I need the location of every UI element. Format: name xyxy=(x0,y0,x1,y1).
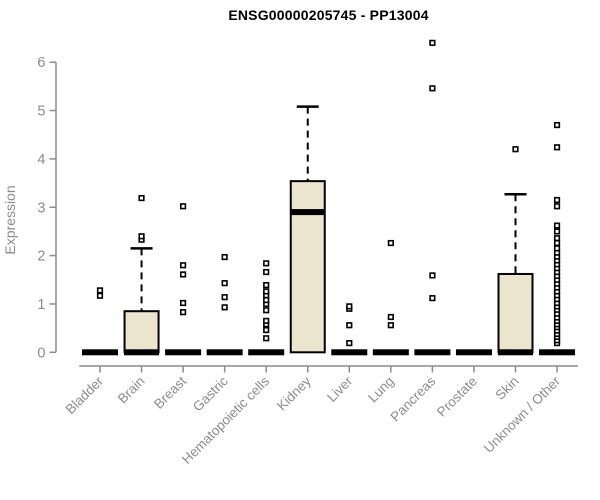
outlier-point-hematopoietic-cells xyxy=(263,307,270,314)
x-tick-label-lung: Lung xyxy=(365,374,397,406)
outlier-point-unknown-other xyxy=(553,245,561,252)
outlier-point-breast xyxy=(180,299,187,307)
outlier-point-breast xyxy=(180,203,187,210)
y-tick-label: 1 xyxy=(37,297,45,313)
outlier-point-pancreas xyxy=(429,272,436,279)
outlier-point-gastric xyxy=(221,294,228,301)
outlier-point-pancreas xyxy=(429,85,436,92)
median-line-pancreas xyxy=(414,349,451,356)
box-brain xyxy=(123,310,160,354)
outlier-point-unknown-other xyxy=(553,144,561,151)
box-skin xyxy=(497,272,534,354)
outlier-point-breast xyxy=(180,262,187,269)
y-tick-label: 2 xyxy=(37,249,45,265)
x-tick-label-skin: Skin xyxy=(492,374,521,403)
outlier-point-breast xyxy=(180,309,187,316)
outlier-point-hematopoietic-cells xyxy=(263,281,270,289)
outlier-point-pancreas xyxy=(429,295,436,302)
outlier-point-unknown-other xyxy=(553,235,561,242)
outlier-point-skin xyxy=(512,146,519,153)
median-line-breast xyxy=(165,349,202,356)
outlier-point-gastric xyxy=(221,280,228,287)
outlier-point-unknown-other xyxy=(553,228,561,235)
box-kidney xyxy=(289,180,326,354)
outlier-point-liver xyxy=(346,340,353,347)
median-line-skin xyxy=(498,349,533,356)
outlier-point-hematopoietic-cells xyxy=(263,260,270,267)
y-tick-label: 6 xyxy=(37,55,45,71)
outlier-point-lung xyxy=(387,313,394,321)
x-tick-label-prostate: Prostate xyxy=(434,374,480,420)
outlier-point-unknown-other xyxy=(553,121,561,129)
outlier-point-hematopoietic-cells xyxy=(263,268,270,276)
outlier-point-hematopoietic-cells xyxy=(263,288,270,295)
outlier-point-hematopoietic-cells xyxy=(263,296,270,304)
median-line-bladder xyxy=(82,349,118,356)
x-tick-label-gastric: Gastric xyxy=(190,373,231,414)
outlier-point-unknown-other xyxy=(553,239,561,247)
y-tick-label: 3 xyxy=(37,200,45,216)
x-tick-label-bladder: Bladder xyxy=(63,373,107,417)
outlier-point-lung xyxy=(387,322,394,329)
outlier-point-pancreas xyxy=(429,39,436,46)
x-tick-label-pancreas: Pancreas xyxy=(388,373,439,424)
median-line-kidney xyxy=(290,209,326,216)
y-tick-label: 0 xyxy=(37,345,45,361)
x-tick-label-unknown-other: Unknown / Other xyxy=(481,373,564,456)
outlier-point-liver xyxy=(346,303,353,310)
median-line-prostate xyxy=(455,349,492,356)
outlier-point-brain xyxy=(138,194,145,202)
outlier-point-unknown-other xyxy=(553,196,561,204)
outlier-point-gastric xyxy=(221,304,228,311)
outlier-point-hematopoietic-cells xyxy=(263,335,270,342)
outlier-point-bladder xyxy=(96,287,104,294)
outlier-point-unknown-other xyxy=(553,222,561,229)
x-tick-label-brain: Brain xyxy=(115,374,148,407)
median-line-brain xyxy=(124,349,160,356)
outlier-point-brain xyxy=(138,233,145,240)
median-line-hematopoietic-cells xyxy=(248,349,285,356)
outlier-point-gastric xyxy=(221,253,228,261)
median-line-lung xyxy=(372,349,409,356)
median-line-liver xyxy=(331,349,368,356)
y-tick-label: 5 xyxy=(37,104,45,120)
outlier-point-liver xyxy=(346,322,353,329)
outlier-point-bladder xyxy=(96,292,104,299)
outlier-point-hematopoietic-cells xyxy=(263,326,270,334)
outlier-point-unknown-other xyxy=(553,203,561,210)
x-tick-label-liver: Liver xyxy=(324,373,356,405)
chart-title: ENSG00000205745 - PP13004 xyxy=(228,7,429,23)
y-tick-label: 4 xyxy=(37,152,45,168)
outlier-point-hematopoietic-cells xyxy=(263,317,270,324)
x-tick-label-breast: Breast xyxy=(151,373,189,411)
median-line-unknown-other xyxy=(539,349,576,356)
outlier-point-breast xyxy=(180,271,187,278)
outlier-point-lung xyxy=(387,239,394,247)
median-line-gastric xyxy=(206,349,243,356)
x-tick-label-kidney: Kidney xyxy=(274,373,314,413)
